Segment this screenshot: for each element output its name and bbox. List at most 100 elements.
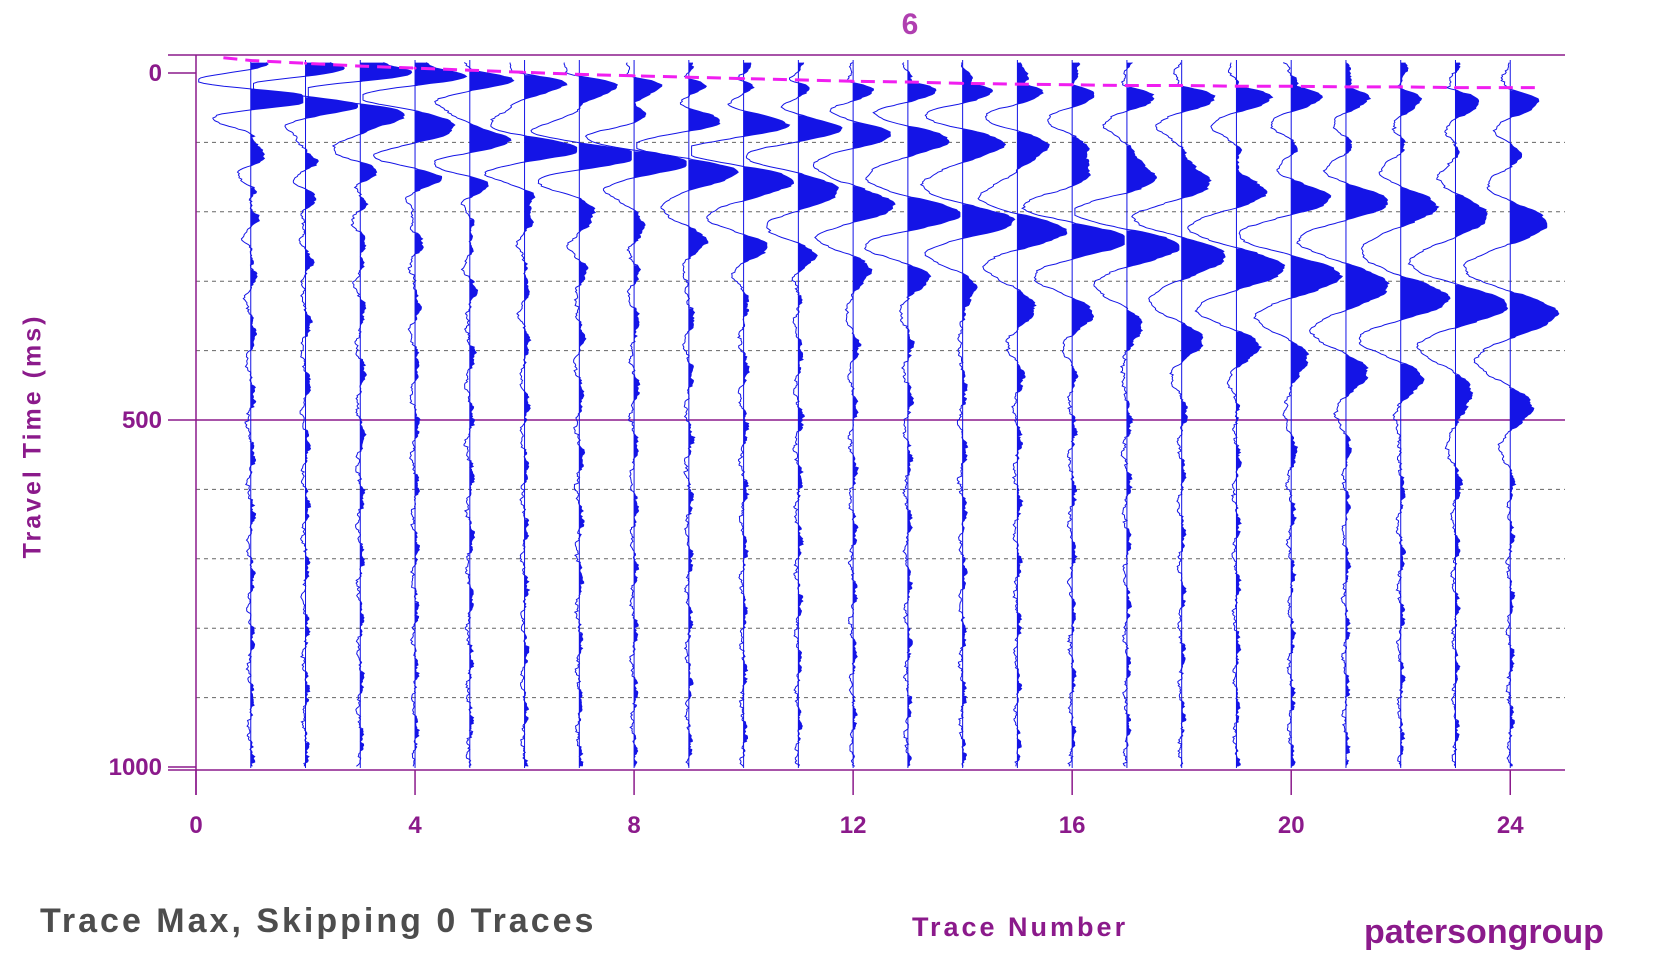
trace-23-wiggle bbox=[1407, 62, 1509, 767]
x-tick-label-16: 16 bbox=[1059, 812, 1086, 839]
trace-10-wiggle bbox=[691, 62, 795, 767]
trace-3-wiggle bbox=[307, 62, 413, 767]
x-tick-label-0: 0 bbox=[189, 812, 202, 839]
first-break-pick-line bbox=[223, 56, 1538, 90]
trace-17-fill bbox=[1126, 62, 1179, 764]
trace-21-fill bbox=[1345, 64, 1389, 767]
trace-20 bbox=[1238, 60, 1344, 768]
trace-7 bbox=[530, 60, 632, 768]
trace-18-fill bbox=[1181, 86, 1226, 765]
trace-11 bbox=[745, 60, 843, 768]
trace-22 bbox=[1358, 60, 1451, 768]
tick-labels: 0 500 1000 0 4 8 12 16 20 24 bbox=[109, 60, 1525, 839]
trace-14-wiggle bbox=[919, 62, 1016, 767]
trace-7-fill bbox=[579, 76, 632, 767]
trace-23 bbox=[1407, 60, 1509, 768]
trace-16 bbox=[1021, 60, 1125, 768]
trace-21 bbox=[1296, 60, 1390, 768]
trace-10-fill bbox=[743, 62, 794, 759]
pick-point-9 bbox=[687, 75, 691, 79]
pick-point-11 bbox=[796, 78, 800, 82]
chart-title: 6 bbox=[901, 8, 919, 41]
trace-8-wiggle bbox=[584, 62, 687, 767]
trace-7-wiggle bbox=[530, 62, 632, 767]
x-tick-label-20: 20 bbox=[1278, 812, 1305, 839]
trace-2 bbox=[253, 60, 358, 768]
x-axis-label: Trace Number bbox=[912, 912, 1129, 942]
trace-16-wiggle bbox=[1021, 62, 1125, 767]
trace-6 bbox=[483, 60, 578, 768]
pick-point-18 bbox=[1180, 83, 1184, 87]
trace-22-fill bbox=[1400, 62, 1450, 767]
trace-12 bbox=[812, 60, 896, 768]
pick-point-16 bbox=[1070, 83, 1074, 87]
trace-5 bbox=[433, 60, 515, 768]
trace-1-fill bbox=[250, 62, 303, 767]
trace-4-wiggle bbox=[362, 62, 468, 767]
trace-13 bbox=[864, 60, 961, 768]
y-tick-label-0: 0 bbox=[149, 60, 162, 87]
pick-point-24 bbox=[1508, 86, 1512, 90]
trace-9-wiggle bbox=[636, 62, 739, 767]
pick-point-22 bbox=[1399, 85, 1403, 89]
trace-mode-text: Trace Max, Skipping 0 Traces bbox=[40, 902, 597, 940]
pick-point-13 bbox=[906, 80, 910, 84]
trace-2-wiggle bbox=[253, 62, 358, 767]
trace-6-wiggle bbox=[483, 62, 578, 767]
trace-24 bbox=[1462, 60, 1560, 768]
trace-18-wiggle bbox=[1131, 62, 1226, 767]
pick-point-3 bbox=[358, 64, 362, 68]
trace-2-fill bbox=[305, 62, 358, 764]
y-tick-label-1000: 1000 bbox=[109, 754, 162, 781]
trace-1 bbox=[198, 60, 304, 768]
pick-point-10 bbox=[742, 77, 746, 81]
trace-15 bbox=[977, 60, 1068, 768]
trace-20-fill bbox=[1291, 76, 1343, 767]
trace-10 bbox=[691, 60, 795, 768]
pick-point-19 bbox=[1234, 84, 1238, 88]
x-tick-label-12: 12 bbox=[840, 812, 867, 839]
x-tick-label-4: 4 bbox=[408, 812, 422, 839]
trace-1-wiggle bbox=[198, 62, 304, 767]
first-break-picks bbox=[223, 56, 1538, 90]
pick-point-23 bbox=[1453, 86, 1457, 90]
pick-point-20 bbox=[1289, 84, 1293, 88]
trace-15-fill bbox=[1017, 62, 1067, 763]
trace-19 bbox=[1187, 60, 1286, 768]
trace-14 bbox=[919, 60, 1016, 768]
trace-21-wiggle bbox=[1296, 62, 1390, 767]
trace-8 bbox=[584, 60, 687, 768]
trace-19-fill bbox=[1236, 80, 1285, 767]
trace-12-fill bbox=[853, 83, 895, 765]
trace-20-wiggle bbox=[1238, 62, 1344, 767]
trace-4 bbox=[362, 60, 468, 768]
pick-point-8 bbox=[632, 74, 636, 78]
trace-11-wiggle bbox=[745, 62, 843, 767]
pick-point-12 bbox=[851, 79, 855, 83]
trace-5-wiggle bbox=[433, 62, 515, 767]
pick-point-1 bbox=[249, 59, 253, 63]
trace-22-wiggle bbox=[1358, 62, 1451, 767]
axis-layer bbox=[168, 54, 1565, 795]
trace-9 bbox=[636, 60, 739, 768]
trace-13-wiggle bbox=[864, 62, 961, 767]
pick-point-6 bbox=[523, 70, 527, 74]
trace-5-fill bbox=[469, 68, 514, 767]
trace-15-wiggle bbox=[977, 62, 1068, 767]
pick-point-15 bbox=[1015, 82, 1019, 86]
pick-point-5 bbox=[468, 68, 472, 72]
brand-logo-text: patersongroup bbox=[1364, 913, 1604, 951]
trace-23-fill bbox=[1455, 62, 1508, 752]
trace-17-wiggle bbox=[1074, 62, 1180, 767]
pick-point-17 bbox=[1125, 83, 1129, 87]
trace-12-wiggle bbox=[812, 62, 896, 767]
traces-layer bbox=[198, 60, 1560, 768]
trace-14-fill bbox=[962, 68, 1015, 764]
pick-point-4 bbox=[413, 66, 417, 70]
pick-point-2 bbox=[304, 61, 308, 65]
trace-24-wiggle bbox=[1462, 62, 1560, 767]
trace-3-fill bbox=[360, 62, 412, 761]
trace-18 bbox=[1131, 60, 1226, 768]
trace-4-fill bbox=[415, 62, 467, 752]
